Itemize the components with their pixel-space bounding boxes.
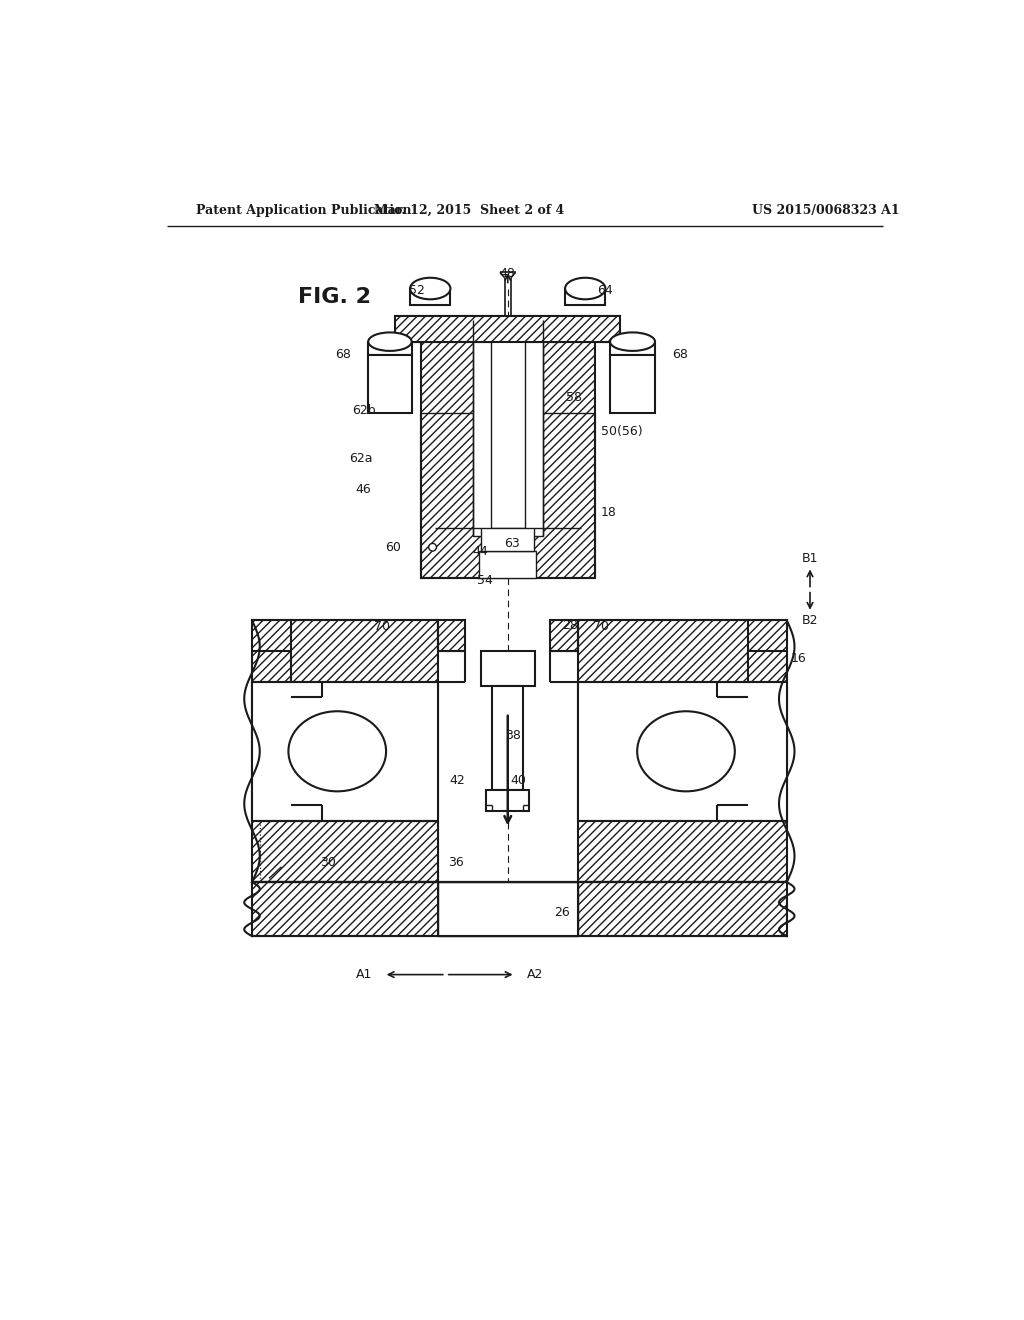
Ellipse shape <box>610 333 655 351</box>
Bar <box>369 342 413 355</box>
Text: 64: 64 <box>597 284 612 297</box>
Polygon shape <box>252 682 438 821</box>
Text: B1: B1 <box>802 552 818 565</box>
Text: A2: A2 <box>527 968 544 981</box>
Text: 52: 52 <box>410 284 425 297</box>
Bar <box>565 289 605 305</box>
Bar <box>438 882 578 936</box>
Bar <box>481 528 535 552</box>
Bar <box>421 321 595 578</box>
Text: 68: 68 <box>672 348 688 362</box>
Text: 36: 36 <box>447 857 464 870</box>
Polygon shape <box>550 620 578 651</box>
Bar <box>610 355 655 412</box>
Polygon shape <box>578 682 786 821</box>
Text: 50(56): 50(56) <box>601 425 642 438</box>
Text: 60: 60 <box>385 541 401 554</box>
Bar <box>410 289 451 305</box>
Text: 44: 44 <box>473 545 488 557</box>
Text: 40: 40 <box>510 774 525 787</box>
Text: 18: 18 <box>600 506 616 519</box>
Bar <box>395 317 621 342</box>
Text: 62b: 62b <box>352 404 376 417</box>
Text: 26: 26 <box>554 907 570 920</box>
Ellipse shape <box>410 277 451 300</box>
Text: 48: 48 <box>500 268 516 280</box>
Bar <box>480 651 535 686</box>
Bar <box>473 321 543 536</box>
Text: 58: 58 <box>565 391 582 404</box>
Ellipse shape <box>637 711 735 792</box>
Polygon shape <box>438 620 465 651</box>
Text: 16: 16 <box>791 652 806 665</box>
Ellipse shape <box>565 277 605 300</box>
Bar <box>493 686 523 789</box>
Text: B2: B2 <box>802 614 818 627</box>
Polygon shape <box>252 882 786 936</box>
Text: US 2015/0068323 A1: US 2015/0068323 A1 <box>752 205 899 218</box>
Polygon shape <box>252 620 438 882</box>
Text: 62a: 62a <box>349 453 373 465</box>
Bar <box>479 552 537 578</box>
Text: Patent Application Publication: Patent Application Publication <box>197 205 412 218</box>
Text: 70: 70 <box>374 620 390 634</box>
Text: A1: A1 <box>355 968 372 981</box>
Ellipse shape <box>429 544 436 552</box>
Text: 38: 38 <box>505 730 521 742</box>
Text: 54: 54 <box>476 574 493 587</box>
Text: 30: 30 <box>321 857 336 870</box>
Text: FIG. 2: FIG. 2 <box>299 286 372 308</box>
Bar <box>610 342 655 355</box>
Text: Mar. 12, 2015  Sheet 2 of 4: Mar. 12, 2015 Sheet 2 of 4 <box>374 205 564 218</box>
Bar <box>486 789 529 812</box>
Bar <box>490 321 524 528</box>
Text: 63: 63 <box>504 537 519 550</box>
Polygon shape <box>578 620 786 882</box>
Text: 68: 68 <box>336 348 351 362</box>
Text: 46: 46 <box>355 483 371 496</box>
Ellipse shape <box>369 333 412 351</box>
Bar <box>369 355 413 412</box>
Text: 28: 28 <box>562 619 578 632</box>
Text: 42: 42 <box>450 774 465 787</box>
Ellipse shape <box>289 711 386 792</box>
Text: 70: 70 <box>593 620 608 634</box>
